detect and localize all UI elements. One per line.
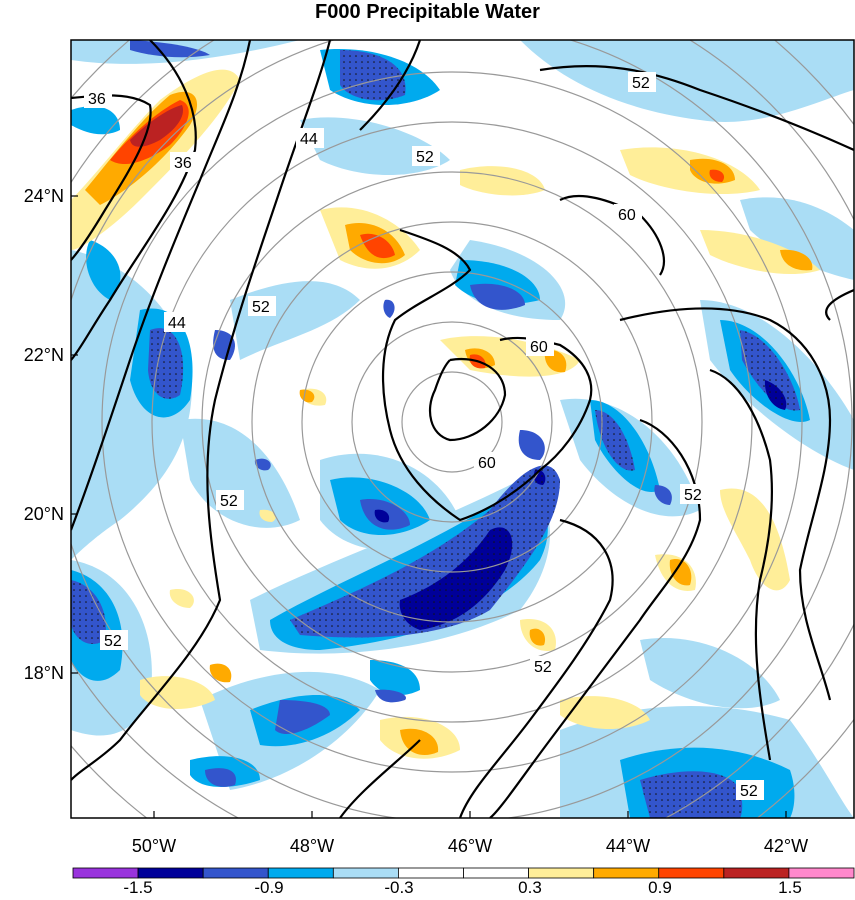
colorbar-swatch [202, 867, 269, 879]
colorbar: -1.5 -0.9 -0.3 0.3 0.9 1.5 [72, 867, 855, 897]
lat-label: 20°N [24, 504, 64, 524]
contour-label: 44 [300, 131, 318, 148]
lon-label: 46°W [448, 836, 492, 856]
colorbar-label: -1.5 [123, 878, 152, 897]
contour-label: 60 [618, 207, 636, 224]
colorbar-label: 1.5 [778, 878, 802, 897]
colorbar-swatch [463, 867, 529, 879]
contour-label: 52 [534, 659, 552, 676]
lat-label: 22°N [24, 345, 64, 365]
colorbar-swatch [267, 867, 334, 879]
colorbar-label: -0.9 [254, 878, 283, 897]
colorbar-swatch [332, 867, 399, 879]
contour-label: 52 [632, 75, 650, 92]
lat-label: 24°N [24, 186, 64, 206]
lon-label: 44°W [606, 836, 650, 856]
colorbar-swatch [72, 867, 139, 879]
pw-contours [71, 40, 854, 818]
contour-labels: 36 36 44 44 52 52 52 52 52 52 52 52 60 6… [84, 72, 764, 800]
contour-label: 44 [168, 315, 186, 332]
contour-label: 52 [252, 299, 270, 316]
colorbar-labels: -1.5 -0.9 -0.3 0.3 0.9 1.5 [123, 878, 801, 897]
colorbar-swatch [593, 867, 660, 879]
latitude-labels: 24°N 22°N 20°N 18°N [24, 186, 64, 683]
colorbar-swatch [398, 867, 464, 879]
colorbar-swatch [658, 867, 725, 879]
lon-label: 48°W [290, 836, 334, 856]
lat-label: 18°N [24, 663, 64, 683]
contour-label: 52 [220, 493, 238, 510]
map-title: F000 Precipitable Water [315, 1, 540, 23]
colorbar-swatch [723, 867, 790, 879]
contour-label: 52 [104, 633, 122, 650]
map-frame [70, 39, 855, 819]
lon-label: 50°W [132, 836, 176, 856]
contour-label: 52 [740, 783, 758, 800]
longitude-labels: 50°W 48°W 46°W 44°W 42°W [132, 836, 808, 856]
contour-label: 60 [530, 339, 548, 356]
colorbar-swatch [788, 867, 855, 879]
colorbar-swatches [72, 867, 855, 879]
contour-label: 52 [684, 487, 702, 504]
contour-label: 36 [88, 91, 106, 108]
lon-label: 42°W [764, 836, 808, 856]
dark-red-anomaly-fill [130, 105, 184, 147]
stippling [71, 50, 800, 818]
contour-label: 60 [478, 455, 496, 472]
colorbar-label: -0.3 [384, 878, 413, 897]
colorbar-swatch [137, 867, 204, 879]
contour-label: 36 [174, 155, 192, 172]
contour-label: 52 [416, 149, 434, 166]
axis-ticks [71, 195, 787, 818]
colorbar-label: 0.3 [518, 878, 542, 897]
colorbar-label: 0.9 [648, 878, 672, 897]
colorbar-swatch [528, 867, 595, 879]
